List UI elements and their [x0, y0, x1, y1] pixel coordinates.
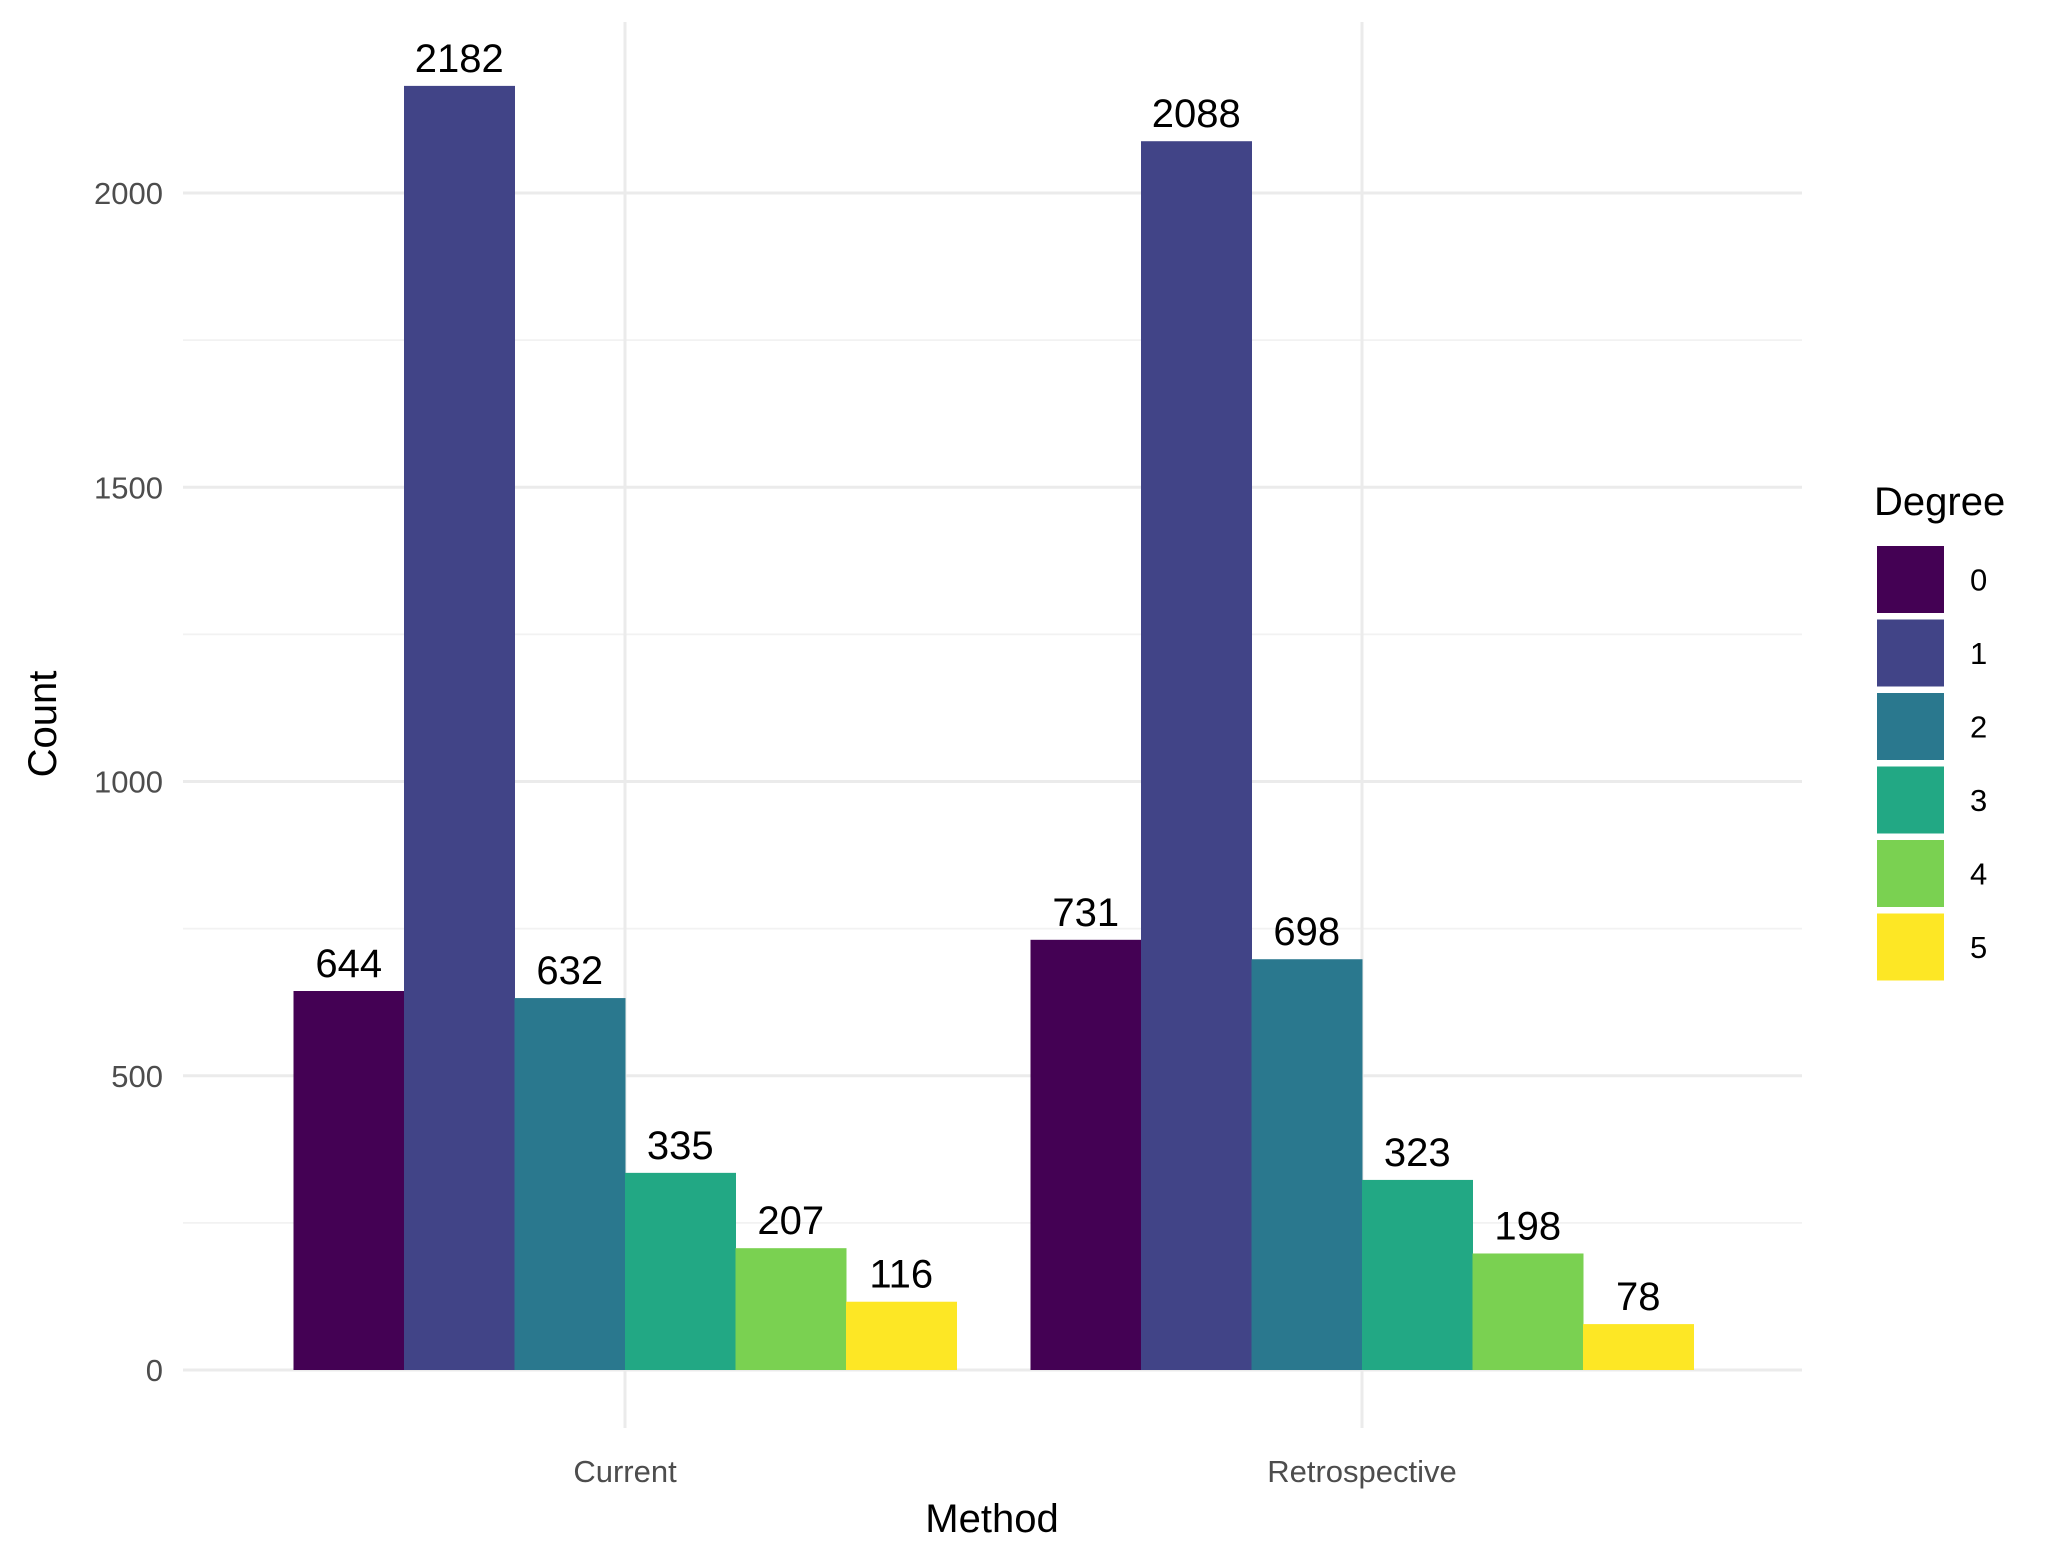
legend-key-5: [1877, 913, 1944, 981]
bar-current-degree-2: [514, 998, 626, 1370]
bar-current-degree-3: [625, 1172, 736, 1370]
y-tick-label: 2000: [94, 176, 163, 211]
data-label: 323: [1384, 1131, 1451, 1175]
legend: Degree 0 1 2 3 4 5: [1874, 480, 2005, 981]
legend-label: 3: [1970, 783, 1987, 818]
data-label: 698: [1273, 910, 1340, 954]
y-tick-label: 0: [146, 1353, 163, 1388]
y-axis-title: Count: [21, 671, 65, 778]
bar-retrospective-degree-4: [1472, 1253, 1584, 1370]
bar-retrospective-degree-0: [1030, 939, 1142, 1370]
data-label: 2182: [415, 37, 504, 81]
data-label: 78: [1616, 1275, 1661, 1319]
y-tick-label: 1500: [94, 470, 163, 505]
data-label: 731: [1052, 891, 1119, 935]
data-label: 116: [869, 1253, 933, 1297]
data-label: 632: [536, 949, 603, 993]
legend-label: 5: [1970, 930, 1987, 965]
y-axis-ticks: 0 500 1000 1500 2000: [94, 176, 163, 1388]
x-tick-label: Retrospective: [1267, 1454, 1457, 1489]
bar-current-degree-0: [293, 991, 405, 1370]
legend-key-3: [1877, 766, 1944, 834]
legend-key-2: [1877, 693, 1944, 760]
bar-retrospective-degree-5: [1583, 1324, 1694, 1370]
legend-label: 0: [1970, 563, 1987, 598]
legend-key-0: [1877, 546, 1944, 613]
x-axis-title: Method: [925, 1497, 1058, 1541]
bar-retrospective-degree-2: [1251, 959, 1363, 1370]
legend-label: 1: [1970, 636, 1987, 671]
legend-label: 4: [1970, 857, 1987, 892]
data-labels: 644 2182 632 335 207 116 731 2088 698 323 198 78: [315, 37, 1660, 1319]
bar-current-degree-4: [735, 1248, 847, 1370]
bar-retrospective-degree-3: [1362, 1179, 1473, 1370]
legend-key-1: [1877, 619, 1944, 687]
bar-current-degree-5: [846, 1301, 957, 1370]
legend-key-4: [1877, 840, 1944, 907]
data-label: 2088: [1152, 92, 1241, 136]
x-axis-ticks: Current Retrospective: [573, 1454, 1456, 1489]
data-label: 644: [315, 942, 382, 986]
data-label: 335: [647, 1124, 714, 1168]
x-tick-label: Current: [573, 1454, 677, 1489]
bar-current-degree-1: [404, 85, 515, 1371]
bar-retrospective-degree-1: [1141, 141, 1252, 1370]
y-tick-label: 1000: [94, 765, 163, 800]
bars: [293, 85, 1694, 1371]
legend-label: 2: [1970, 710, 1987, 745]
data-label: 207: [757, 1199, 824, 1243]
y-tick-label: 500: [111, 1059, 163, 1094]
data-label: 198: [1494, 1204, 1561, 1248]
legend-title: Degree: [1874, 480, 2005, 524]
